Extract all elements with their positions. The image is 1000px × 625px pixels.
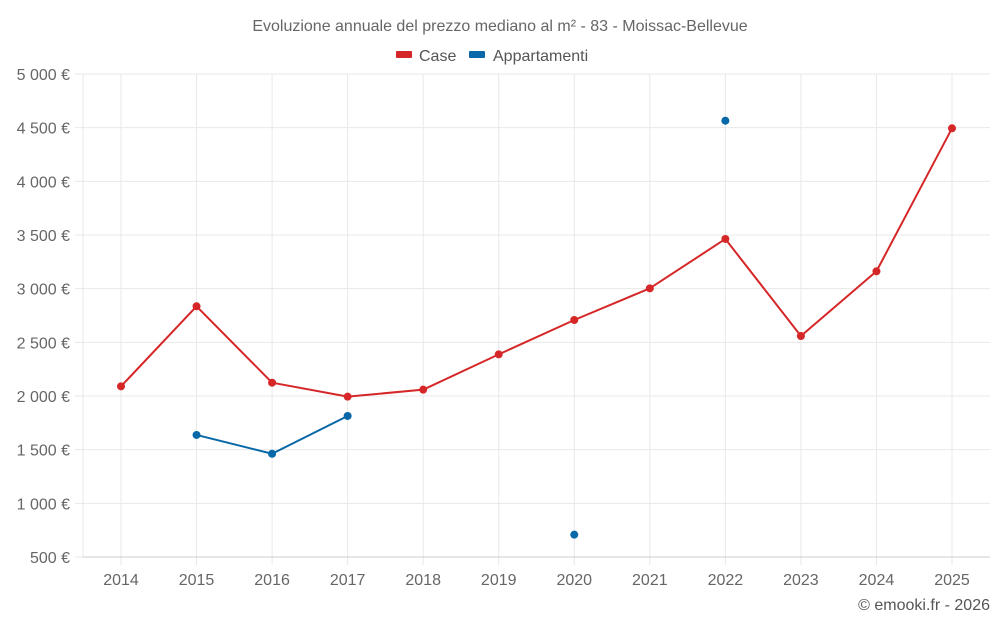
series-points (117, 116, 956, 539)
data-point-case-2018[interactable] (419, 385, 428, 394)
x-tick-label: 2020 (556, 572, 592, 589)
x-gridlines (120, 74, 953, 565)
x-axis-labels: 2014 2015 2016 2017 2018 2019 2020 2021 2022 2023… (103, 572, 970, 589)
data-point-case-2021[interactable] (645, 284, 654, 293)
data-point-case-2016[interactable] (268, 378, 277, 387)
y-tick-label: 2 000 € (17, 389, 70, 406)
legend-label-case: Case (419, 48, 456, 65)
y-tick-label: 3 500 € (17, 228, 70, 245)
data-point-case-2022[interactable] (721, 234, 730, 243)
x-tick-label: 2016 (254, 572, 290, 589)
y-tick-label: 4 000 € (17, 174, 70, 191)
credit-text: © emooki.fr - 2026 (858, 597, 990, 614)
y-tick-label: 4 500 € (17, 121, 70, 138)
legend-swatch-appartamenti (469, 51, 485, 58)
y-tick-label: 1 000 € (17, 496, 70, 513)
data-point-case-2024[interactable] (872, 267, 881, 276)
data-point-case-2019[interactable] (494, 350, 503, 359)
data-point-case-2025[interactable] (948, 124, 956, 133)
legend-swatch-case (396, 51, 412, 58)
x-tick-label: 2022 (708, 572, 744, 589)
legend-item-appartamenti[interactable]: Appartamenti (469, 48, 588, 65)
data-point-appartamenti-2017[interactable] (343, 411, 352, 420)
y-tick-label: 500 € (30, 550, 70, 567)
legend: Case Appartamenti (396, 48, 588, 65)
series-lines (120, 127, 953, 455)
y-tick-label: 5 000 € (17, 67, 70, 84)
data-point-case-2020[interactable] (570, 316, 579, 325)
data-point-appartamenti-2020[interactable] (570, 530, 579, 539)
x-tick-label: 2023 (783, 572, 819, 589)
data-point-appartamenti-2022[interactable] (721, 116, 730, 125)
x-tick-label: 2024 (859, 572, 895, 589)
data-point-appartamenti-2016[interactable] (268, 449, 277, 458)
y-tick-label: 1 500 € (17, 443, 70, 460)
y-tick-label: 3 000 € (17, 282, 70, 299)
y-gridlines (75, 73, 990, 558)
data-point-case-2015[interactable] (192, 302, 201, 311)
data-point-case-2023[interactable] (796, 332, 805, 341)
x-tick-label: 2017 (330, 572, 366, 589)
x-tick-label: 2018 (405, 572, 441, 589)
x-tick-label: 2014 (103, 572, 139, 589)
y-tick-label: 2 500 € (17, 335, 70, 352)
x-tick-label: 2019 (481, 572, 517, 589)
chart-title: Evoluzione annuale del prezzo mediano al… (252, 18, 747, 35)
x-tick-label: 2015 (179, 572, 215, 589)
series-line-case (120, 127, 953, 398)
x-tick-label: 2025 (934, 572, 970, 589)
x-tick-label: 2021 (632, 572, 668, 589)
legend-item-case[interactable]: Case (396, 48, 456, 65)
data-point-case-2014[interactable] (117, 382, 125, 391)
data-point-appartamenti-2015[interactable] (192, 430, 201, 439)
y-axis-labels: 500 € 1 000 € 1 500 € 2 000 € 2 500 € 3 000 €… (17, 67, 70, 567)
legend-label-appartamenti: Appartamenti (493, 48, 588, 65)
data-point-case-2017[interactable] (343, 392, 352, 401)
